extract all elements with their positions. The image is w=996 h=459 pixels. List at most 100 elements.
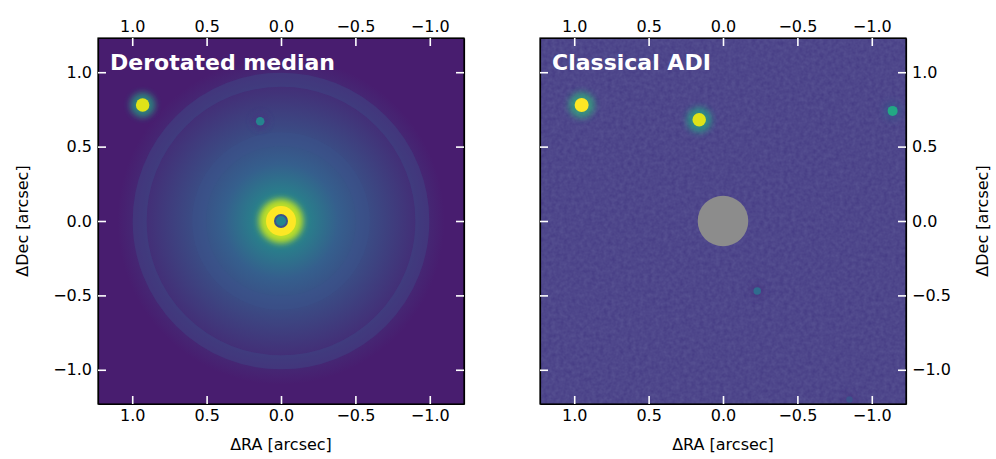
source: [888, 106, 898, 116]
tick-mark: [871, 38, 873, 46]
tick: −1.0: [411, 17, 450, 46]
tick-mark: [206, 396, 208, 404]
tick-mark: [574, 396, 576, 404]
tick-label: 0.5: [194, 406, 219, 425]
source-halo: [130, 92, 155, 117]
tick: −1.0: [411, 396, 450, 425]
tick: [540, 370, 548, 371]
tick-label: −0.5: [778, 17, 817, 36]
speckle-ring: [199, 139, 363, 303]
tick: −0.5: [778, 396, 817, 425]
source: [575, 98, 589, 112]
tick-mark: [540, 146, 548, 148]
tick: [540, 221, 548, 222]
panel-title: Classical ADI: [552, 50, 711, 75]
tick-mark: [723, 38, 725, 46]
tick-mark: [281, 38, 283, 46]
tick-mark: [574, 38, 576, 46]
source-halo: [883, 102, 902, 121]
axis-line: [906, 39, 907, 405]
tick: 1.0: [898, 63, 937, 82]
panel-title: Derotated median: [110, 50, 335, 75]
tick-mark: [98, 221, 106, 223]
tick-mark: [723, 396, 725, 404]
tick: −0.5: [778, 17, 817, 46]
tick-mark: [456, 72, 464, 74]
y-axis-right: −1.0 −0.5 0.0 0.5 1.0: [898, 39, 951, 405]
tick-label: 1.0: [562, 406, 587, 425]
tick-mark: [456, 369, 464, 371]
tick: −0.5: [336, 396, 375, 425]
tick-mark: [98, 72, 106, 74]
tick: [540, 295, 548, 296]
tick: [456, 147, 464, 148]
tick: 0.5: [636, 17, 661, 46]
tick-mark: [898, 295, 906, 297]
tick-label: 0.0: [269, 406, 294, 425]
tick-label: −1.0: [853, 406, 892, 425]
tick: 0.5: [67, 137, 106, 156]
tick: 0.5: [194, 396, 219, 425]
tick-mark: [648, 38, 650, 46]
residual-noise: [540, 38, 906, 404]
tick-label: 0.5: [67, 137, 92, 156]
star-glow: [259, 199, 303, 243]
tick-label: 1.0: [562, 17, 587, 36]
tick-mark: [456, 146, 464, 148]
tick-mark: [898, 72, 906, 74]
tick-label: 1.0: [120, 406, 145, 425]
tick-label: 0.0: [912, 212, 937, 231]
source: [256, 117, 264, 126]
source-halo: [750, 284, 764, 298]
tick-label: −0.5: [336, 406, 375, 425]
tick-label: −0.5: [53, 286, 92, 305]
tick: [456, 221, 464, 222]
tick-mark: [98, 369, 106, 371]
y-axis-title: ΔDec [arcsec]: [973, 165, 992, 276]
tick-label: −1.0: [853, 17, 892, 36]
tick-mark: [540, 72, 548, 74]
tick: [456, 72, 464, 73]
axis-line: [99, 404, 465, 405]
tick-label: 0.5: [194, 17, 219, 36]
tick-label: −1.0: [912, 360, 951, 379]
source-halo: [843, 393, 856, 404]
tick: [540, 72, 548, 73]
tick-mark: [898, 221, 906, 223]
y-axis-right: [456, 39, 465, 405]
y-axis-left: −1.0−0.50.00.51.0: [53, 39, 106, 405]
tick-label: 0.5: [912, 137, 937, 156]
frame: [540, 38, 906, 404]
tick-mark: [355, 38, 357, 46]
tick-mark: [98, 146, 106, 148]
tick-label: 1.0: [67, 63, 92, 82]
tick-mark: [797, 396, 799, 404]
tick: −1.0: [853, 17, 892, 46]
source-halo: [569, 92, 595, 118]
tick-mark: [540, 369, 548, 371]
tick: −0.5: [336, 17, 375, 46]
tick-label: 0.5: [636, 17, 661, 36]
tick-mark: [797, 38, 799, 46]
tick-mark: [206, 38, 208, 46]
tick: −1.0: [853, 396, 892, 425]
tick: 0.0: [269, 17, 294, 46]
axis-line: [541, 404, 907, 405]
image-background: [540, 38, 906, 404]
tick: 0.0: [898, 212, 937, 231]
panel: 1.0 0.5 0.0 −0.5 −1.0 1.0 0.5 0.0 −0.5 −1.0 −1.0 −0…: [540, 17, 992, 454]
tick-label: 0.0: [711, 406, 736, 425]
coronagraph-mask: [698, 196, 749, 247]
tick-mark: [540, 221, 548, 223]
image-background: [98, 38, 464, 404]
source: [692, 113, 706, 127]
tick: 0.0: [67, 212, 106, 231]
x-axis-title: ΔRA [arcsec]: [672, 435, 774, 454]
tick-label: −0.5: [336, 17, 375, 36]
axis-line: [464, 39, 465, 405]
tick-mark: [871, 396, 873, 404]
x-axis-bottom: 1.00.50.0−0.5−1.0: [541, 396, 907, 425]
tick: 0.5: [898, 137, 937, 156]
plot-area: [98, 38, 464, 404]
tick: −0.5: [898, 286, 951, 305]
